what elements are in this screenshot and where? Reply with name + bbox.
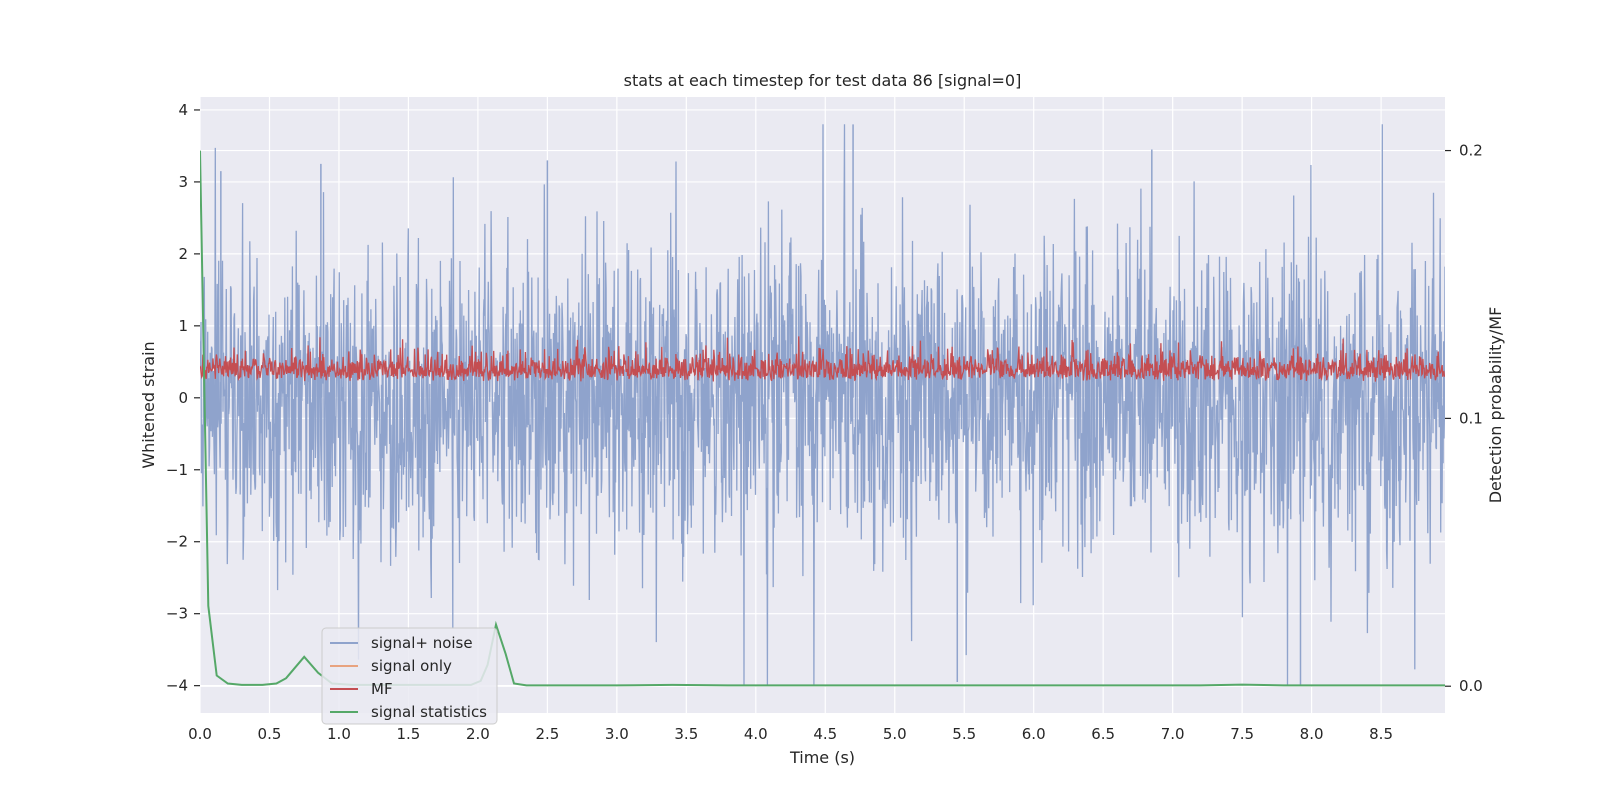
x-tick-label: 0.5 (258, 725, 282, 743)
chart-title: stats at each timestep for test data 86 … (624, 71, 1022, 90)
x-tick-label: 1.5 (396, 725, 420, 743)
y-tick-label: −1 (166, 461, 188, 479)
series-line-mf (200, 336, 1445, 382)
x-tick-label: 4.0 (744, 725, 768, 743)
x-tick-label: 8.0 (1300, 725, 1324, 743)
x-tick-label: 7.0 (1161, 725, 1185, 743)
y-tick-label: 1 (178, 317, 188, 335)
y-tick-label: 2 (178, 245, 188, 263)
legend-label: signal only (371, 657, 452, 675)
tick-marks: 0.0 0.5 1.0 1.5 2.0 2.5 3.0 3.5 4.0 4.5 5.0 5.5 6.0 6… (166, 101, 1483, 743)
x-tick-label: 8.5 (1369, 725, 1393, 743)
series-layer (200, 124, 1445, 687)
x-tick-label: 1.0 (327, 725, 351, 743)
y-tick-label: 0 (178, 389, 188, 407)
x-tick-label: 7.5 (1230, 725, 1254, 743)
legend: signal+ noise signal only MF signal statist… (321, 627, 498, 725)
y-tick-label: −2 (166, 533, 188, 551)
series-line-signal-noise (200, 124, 1445, 686)
y2-tick-label: 0.0 (1459, 677, 1483, 695)
x-tick-label: 2.5 (535, 725, 559, 743)
y-axis-label: Whitened strain (139, 341, 158, 468)
x-tick-label: 4.5 (813, 725, 837, 743)
legend-label: signal statistics (371, 703, 487, 721)
legend-label: MF (371, 680, 393, 698)
y-tick-label: 3 (178, 173, 188, 191)
legend-box (321, 627, 498, 725)
y-tick-label: −3 (166, 605, 188, 623)
x-tick-label: 3.5 (674, 725, 698, 743)
x-tick-label: 6.5 (1091, 725, 1115, 743)
x-tick-label: 6.0 (1022, 725, 1046, 743)
legend-label: signal+ noise (371, 634, 473, 652)
x-tick-label: 0.0 (188, 725, 212, 743)
x-axis-label: Time (s) (789, 748, 855, 767)
x-tick-label: 5.0 (883, 725, 907, 743)
y2-axis-label: Detection probability/MF (1486, 307, 1505, 504)
x-tick-label: 5.5 (952, 725, 976, 743)
x-tick-label: 2.0 (466, 725, 490, 743)
y-tick-label: 4 (178, 101, 188, 119)
y2-tick-label: 0.2 (1459, 142, 1483, 160)
x-tick-label: 3.0 (605, 725, 629, 743)
y-tick-label: −4 (166, 677, 188, 695)
y2-tick-label: 0.1 (1459, 409, 1483, 427)
